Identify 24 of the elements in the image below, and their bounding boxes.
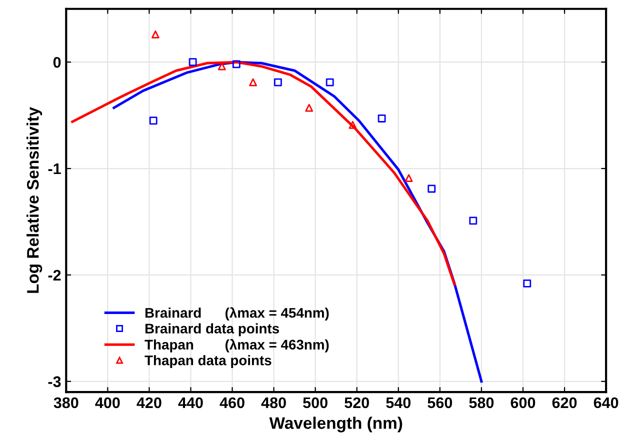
x-tick-label: 440: [178, 397, 203, 408]
x-tick-label: 540: [386, 397, 411, 408]
y-tick-label: -2: [48, 270, 61, 281]
y-tick-label: 0: [53, 56, 61, 68]
y-tick-label: -3: [48, 376, 61, 388]
x-tick-label: 400: [95, 397, 120, 408]
y-tick-label: -1: [48, 164, 61, 174]
x-tick-label: 580: [469, 397, 494, 408]
x-tick-label: 560: [428, 397, 452, 408]
x-tick-label: 620: [552, 397, 577, 408]
legend-label: Brainard data points: [145, 323, 280, 336]
x-tick-label: 420: [136, 397, 162, 408]
x-tick-label: 380: [54, 397, 78, 408]
x-tick-label: 520: [344, 397, 369, 408]
legend-label: Thapan (λmax = 463nm): [144, 339, 329, 352]
x-axis-title: Wavelength (nm): [269, 416, 402, 432]
x-tick-label: 480: [261, 397, 286, 408]
x-tick-label: 460: [220, 397, 244, 408]
legend-label: Brainard (λmax = 454nm): [145, 307, 329, 321]
y-axis-title: Log Relative Sensitivity: [26, 106, 42, 293]
legend-label: Thapan data points: [144, 355, 272, 368]
x-tick-label: 640: [594, 397, 618, 408]
x-tick-label: 600: [510, 397, 536, 408]
x-tick-label: 500: [303, 397, 328, 408]
